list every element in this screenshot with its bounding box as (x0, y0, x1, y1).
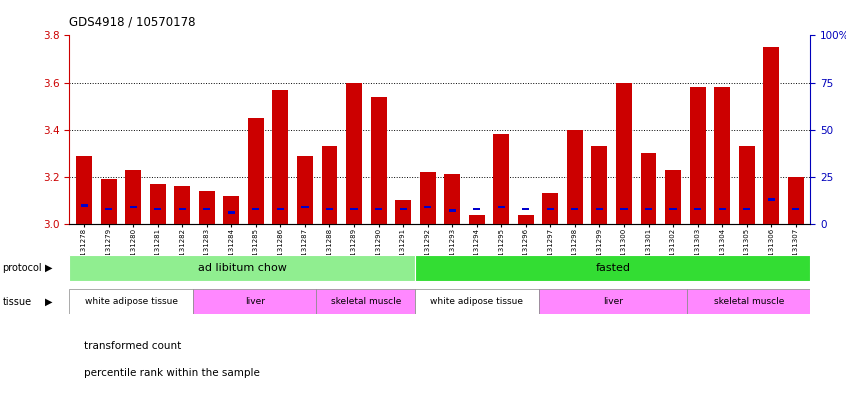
Bar (420, 172, 436, 224)
Text: ▶: ▶ (45, 297, 52, 307)
Bar (497, 206, 505, 208)
Bar (371, 97, 387, 224)
Bar (763, 47, 779, 224)
Bar (129, 206, 137, 208)
Bar (739, 146, 755, 224)
Bar (687, 289, 810, 314)
Bar (689, 87, 706, 224)
Bar (718, 208, 726, 210)
Bar (395, 200, 411, 224)
Bar (669, 208, 677, 210)
Bar (277, 208, 284, 210)
Bar (448, 209, 456, 212)
Bar (248, 118, 264, 224)
Bar (272, 90, 288, 224)
Bar (346, 83, 362, 224)
Bar (518, 215, 534, 224)
Bar (473, 208, 481, 210)
Bar (542, 193, 558, 224)
Bar (444, 174, 460, 224)
Bar (399, 208, 407, 210)
Bar (223, 196, 239, 224)
Bar (316, 289, 415, 314)
Bar (788, 177, 804, 224)
Bar (665, 170, 681, 224)
Bar (69, 255, 415, 281)
Bar (252, 208, 260, 210)
Text: white adipose tissue: white adipose tissue (431, 297, 524, 306)
Bar (767, 198, 775, 201)
Bar (80, 204, 88, 207)
Bar (203, 208, 211, 210)
Bar (375, 208, 382, 210)
Bar (469, 215, 485, 224)
Bar (424, 206, 431, 208)
Bar (591, 146, 607, 224)
Bar (620, 208, 628, 210)
Bar (321, 146, 338, 224)
Bar (154, 208, 162, 210)
Text: liver: liver (603, 297, 623, 306)
Bar (640, 153, 656, 224)
Bar (616, 83, 632, 224)
Bar (350, 208, 358, 210)
Bar (297, 156, 313, 224)
Bar (415, 255, 810, 281)
Bar (567, 130, 583, 224)
Bar (792, 208, 799, 210)
Bar (105, 208, 113, 210)
Text: GDS4918 / 10570178: GDS4918 / 10570178 (69, 16, 196, 29)
Bar (522, 208, 530, 210)
Bar (179, 208, 186, 210)
Bar (199, 191, 215, 224)
Bar (174, 186, 190, 224)
Bar (547, 208, 554, 210)
Text: skeletal muscle: skeletal muscle (713, 297, 784, 306)
Text: tissue: tissue (3, 297, 31, 307)
Bar (193, 289, 316, 314)
Bar (228, 211, 235, 214)
Bar (539, 289, 687, 314)
Text: white adipose tissue: white adipose tissue (85, 297, 178, 306)
Bar (694, 208, 701, 210)
Bar (415, 289, 539, 314)
Bar (76, 156, 92, 224)
Text: transformed count: transformed count (84, 341, 181, 351)
Bar (645, 208, 652, 210)
Bar (125, 170, 141, 224)
Text: ▶: ▶ (45, 263, 52, 273)
Bar (743, 208, 750, 210)
Bar (69, 289, 193, 314)
Bar (301, 206, 309, 208)
Bar (326, 208, 333, 210)
Bar (101, 179, 117, 224)
Text: percentile rank within the sample: percentile rank within the sample (84, 368, 260, 378)
Text: protocol: protocol (3, 263, 42, 273)
Bar (493, 134, 509, 224)
Bar (596, 208, 603, 210)
Text: ad libitum chow: ad libitum chow (198, 263, 287, 273)
Text: skeletal muscle: skeletal muscle (331, 297, 401, 306)
Bar (714, 87, 730, 224)
Bar (150, 184, 166, 224)
Bar (571, 208, 579, 210)
Text: fasted: fasted (596, 263, 630, 273)
Text: liver: liver (244, 297, 265, 306)
